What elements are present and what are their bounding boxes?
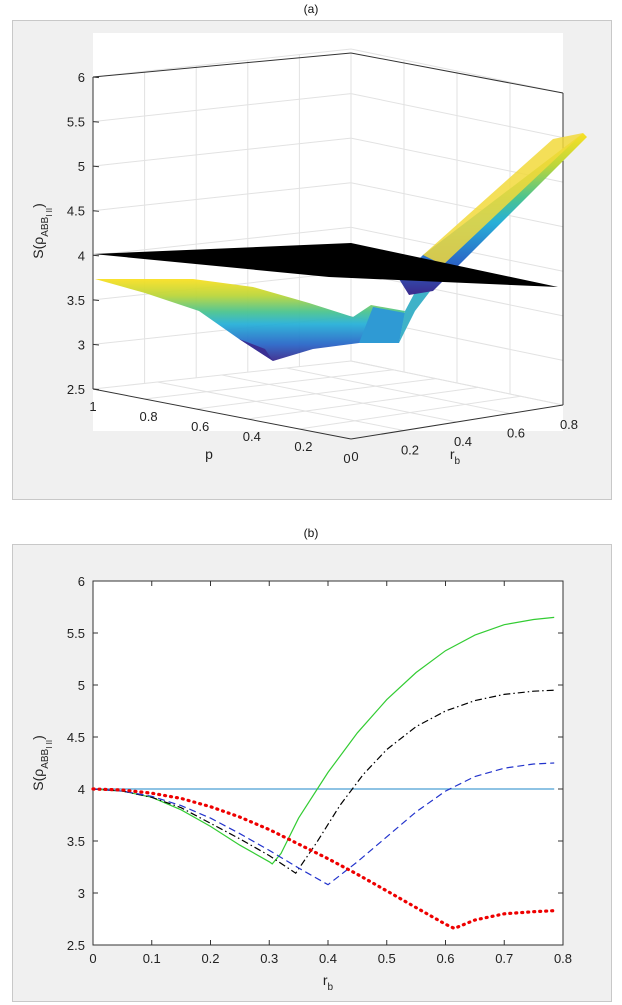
y-tick-label: 2.5 — [67, 938, 85, 953]
x-tick-label: 0.2 — [201, 951, 219, 966]
z-tick-mark — [92, 343, 100, 346]
p-axis-line — [92, 388, 352, 440]
grid-line-floor — [247, 386, 479, 420]
p-axis-title: p — [205, 446, 213, 462]
x-tick-label: 0.3 — [260, 951, 278, 966]
grid-line-floor — [299, 395, 521, 430]
z-tick-label: 5.5 — [67, 115, 85, 130]
y-axis-title-text: S(ρABBI II) — [30, 735, 54, 791]
z-tick-label: 4.5 — [67, 204, 85, 219]
plot-area-background — [93, 33, 563, 431]
series-line-4 — [92, 762, 555, 886]
surface-floor — [359, 307, 405, 343]
z-tick-mark — [92, 165, 100, 168]
surface-ridge-top — [423, 133, 583, 265]
x-tick-label: 0.5 — [378, 951, 396, 966]
z-tick-label: 4 — [78, 248, 85, 263]
rb-axis-title: rb — [450, 446, 461, 467]
p-tick-label: 0.4 — [243, 429, 261, 444]
grid-line-floor — [221, 374, 458, 423]
y-tick-label: 3 — [78, 886, 85, 901]
z-axis-title-text: S(ρABBI II) — [30, 203, 54, 259]
y-tick-label: 4.5 — [67, 730, 85, 745]
y-tick-label: 3.5 — [67, 834, 85, 849]
surface-min-valley — [239, 339, 273, 361]
series-line-3 — [92, 689, 555, 875]
rb-tick-label: 0 — [343, 451, 350, 466]
figure-b: 0 0.1 0.2 0.3 0.4 0.5 0.6 0.7 0.8 2.5 3 3.5 4 4.5 5 5.5… — [12, 544, 612, 1002]
y-tick-label: 6 — [78, 574, 85, 589]
z-tick-mark — [92, 254, 100, 257]
y-tick-label: 5 — [78, 678, 85, 693]
x-axis-title: rb — [323, 972, 334, 993]
z-tick-mark — [92, 121, 100, 123]
x-tick-label: 0.1 — [143, 951, 161, 966]
rb-tick-label: 0.6 — [507, 426, 525, 441]
p-tick-label: 0.6 — [191, 419, 209, 434]
z-tick-label: 2.5 — [67, 382, 85, 397]
surface-left-sheet — [95, 279, 405, 361]
panel-b-label: (b) — [303, 526, 319, 540]
panel-a-label: (a) — [303, 2, 319, 16]
p-tick-label: 0.2 — [294, 439, 312, 454]
y-tick-label: 4 — [78, 782, 85, 797]
z-axis-title: S(ρABBI II) — [30, 203, 54, 259]
z-tick-mark — [92, 388, 100, 391]
grid-line-floor — [157, 381, 405, 431]
z-tick-label: 3 — [78, 337, 85, 352]
figure-a: 2.5 3 3.5 4 4.5 5 5.5 6 1 0.8 0.6 0.4 0.2 0 0 0.2 0.4 0.6… — [12, 20, 612, 500]
z-tick-mark — [92, 299, 100, 301]
z-tick-mark — [92, 210, 100, 212]
x-tick-label: 0.6 — [436, 951, 454, 966]
grid-line-floor — [286, 367, 511, 414]
box-edge — [350, 52, 564, 94]
surface-chart: 2.5 3 3.5 4 4.5 5 5.5 6 1 0.8 0.6 0.4 0.2 00 0.2 0.4 0.6… — [30, 33, 587, 467]
z-tick-label: 6 — [78, 70, 85, 85]
rb-tick-label: 0.8 — [560, 417, 578, 432]
p-tick-label: 0 — [351, 449, 358, 464]
x-tick-label: 0 — [89, 951, 96, 966]
p-tick-label: 0.8 — [140, 409, 158, 424]
y-axis-title: S(ρABBI II) — [30, 735, 54, 791]
plane-z4 — [93, 243, 558, 287]
box-edge — [92, 52, 352, 78]
x-tick-label: 0.7 — [495, 951, 513, 966]
rb-axis-line — [350, 404, 564, 440]
x-tick-label: 0.8 — [554, 951, 572, 966]
y-tick-label: 5.5 — [67, 626, 85, 641]
z-tick-label: 3.5 — [67, 293, 85, 308]
rb-tick-label: 0.4 — [454, 434, 472, 449]
grid-line-z — [92, 48, 564, 94]
plot-area — [92, 580, 564, 946]
x-tick-label: 0.4 — [319, 951, 337, 966]
series-line-5 — [91, 787, 556, 931]
rb-tick-label: 0.2 — [401, 443, 419, 458]
series-line-2 — [92, 616, 555, 865]
p-tick-label: 1 — [89, 399, 96, 414]
line-chart: 0 0.1 0.2 0.3 0.4 0.5 0.6 0.7 0.8 2.5 3 3.5 4 4.5 5 5.5… — [30, 574, 572, 993]
z-tick-label: 5 — [78, 159, 85, 174]
grid-line-floor — [350, 360, 564, 406]
z-tick-mark — [92, 76, 100, 79]
